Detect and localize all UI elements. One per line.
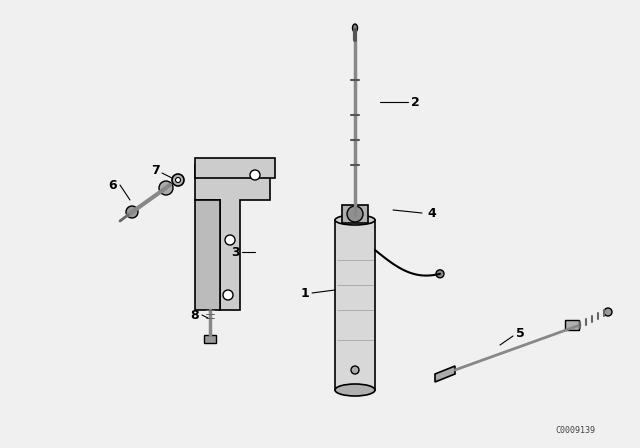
- Circle shape: [159, 181, 173, 195]
- Circle shape: [436, 270, 444, 278]
- Polygon shape: [195, 200, 220, 310]
- Text: C0009139: C0009139: [555, 426, 595, 435]
- FancyBboxPatch shape: [204, 335, 216, 343]
- Text: 4: 4: [428, 207, 436, 220]
- Text: 7: 7: [150, 164, 159, 177]
- Circle shape: [604, 308, 612, 316]
- Ellipse shape: [335, 215, 375, 225]
- FancyBboxPatch shape: [335, 220, 375, 390]
- Polygon shape: [195, 165, 270, 310]
- Text: 8: 8: [191, 309, 199, 322]
- Ellipse shape: [335, 384, 375, 396]
- Text: 2: 2: [411, 95, 419, 108]
- Ellipse shape: [353, 24, 358, 32]
- Circle shape: [351, 366, 359, 374]
- Circle shape: [126, 206, 138, 218]
- FancyBboxPatch shape: [342, 205, 368, 223]
- Circle shape: [225, 235, 235, 245]
- Circle shape: [347, 206, 363, 222]
- Circle shape: [250, 170, 260, 180]
- FancyBboxPatch shape: [565, 320, 579, 330]
- Text: 6: 6: [109, 178, 117, 191]
- Circle shape: [172, 174, 184, 186]
- Text: 5: 5: [516, 327, 524, 340]
- FancyBboxPatch shape: [195, 158, 275, 178]
- Text: 3: 3: [230, 246, 239, 258]
- Circle shape: [175, 177, 180, 182]
- Text: 1: 1: [301, 287, 309, 300]
- Polygon shape: [435, 366, 455, 382]
- Circle shape: [223, 290, 233, 300]
